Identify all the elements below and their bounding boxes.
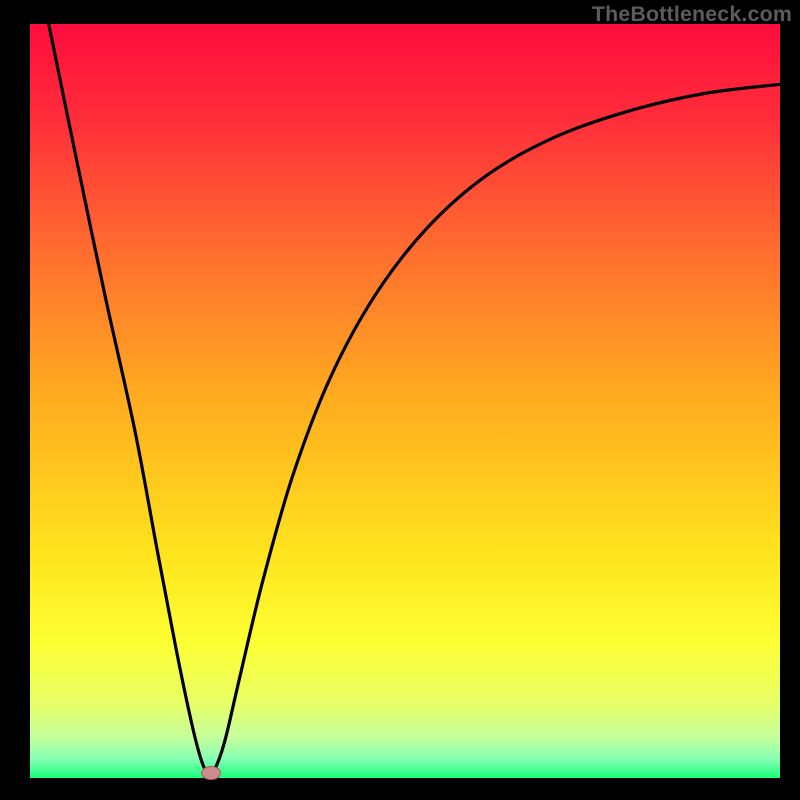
optimum-marker xyxy=(201,766,221,780)
bottleneck-curve xyxy=(49,24,780,775)
curve-svg xyxy=(30,24,780,778)
plot-area xyxy=(30,24,780,778)
chart-frame: TheBottleneck.com xyxy=(0,0,800,800)
